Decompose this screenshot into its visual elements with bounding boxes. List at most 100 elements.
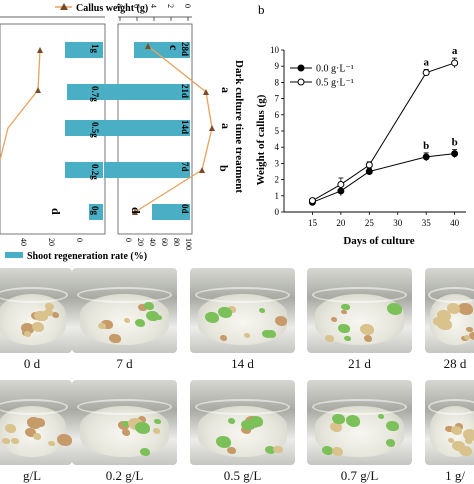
- callus-tissue: [462, 429, 474, 441]
- panel-b-xlabel: Days of culture: [343, 235, 414, 247]
- bottom-tick-label-right: 80: [172, 238, 181, 246]
- left-bar: [65, 120, 103, 136]
- right-sig-letter: b: [217, 165, 231, 172]
- b-data-point: [365, 168, 373, 175]
- right-line-marker: [203, 89, 209, 95]
- photo-caption: 1 g/: [445, 468, 465, 483]
- b-y-tick-label: 3: [275, 158, 280, 168]
- callus-tissue: [134, 319, 146, 328]
- callus-tissue: [324, 335, 334, 343]
- bottom-tick-label-right: 60: [160, 238, 169, 246]
- callus-tissue: [275, 316, 288, 326]
- culture-photo: [307, 380, 412, 465]
- b-x-tick-label: 25: [365, 218, 375, 228]
- b-y-tick-label: 6: [275, 110, 280, 120]
- b-data-point: [308, 197, 316, 205]
- b-y-tick-label: 9: [275, 61, 280, 71]
- b-y-tick-label: 5: [275, 126, 280, 136]
- callus-tissue: [20, 323, 35, 334]
- top-tick-label: 6: [132, 4, 141, 8]
- left-sig-letter: d: [49, 208, 63, 215]
- b-legend-label: 0.0 g·L⁻¹: [316, 64, 354, 75]
- callus-tissue: [220, 334, 228, 341]
- callus-tissue: [446, 302, 461, 314]
- bottom-tick-label-left: 40: [19, 238, 28, 246]
- callus-tissue: [262, 329, 273, 339]
- callus-tissue: [345, 415, 361, 427]
- panel-b-ylabel: Weight of callus (g): [255, 94, 267, 185]
- culture-photo: [190, 380, 295, 465]
- callus-tissue: [258, 307, 265, 313]
- b-x-tick-label: 20: [336, 218, 346, 228]
- callus-tissue: [26, 416, 42, 429]
- culture-photo: [307, 268, 412, 353]
- callus-tissue: [331, 446, 344, 456]
- bottom-tick-label-left: 0: [75, 238, 84, 242]
- top-tick-label: 0: [183, 4, 192, 8]
- callus-tissue: [215, 435, 231, 448]
- callus-tissue: [249, 416, 263, 427]
- left-bar: [67, 84, 103, 100]
- left-row-label: 0.7g: [90, 86, 100, 102]
- b-sig-letter: a: [452, 45, 458, 57]
- right-bar: [100, 84, 190, 100]
- callus-tissue: [124, 317, 131, 323]
- callus-tissue: [109, 333, 121, 343]
- right-line-marker: [209, 125, 215, 131]
- right-row-label: 21d: [180, 84, 190, 98]
- panel-b-line-chart: b 15 20 25 30 35 40 0 1 2 3 4 5 6 7 8 9 10 b b a a 0.0 g·L⁻…: [255, 2, 466, 247]
- callus-tissue: [137, 416, 147, 423]
- bottom-tick-label-right: 20: [136, 238, 145, 246]
- callus-tissue: [228, 418, 236, 424]
- right-line-marker: [145, 43, 151, 49]
- callus-tissue: [470, 431, 474, 442]
- left-row-label: 0.2g: [90, 164, 100, 180]
- b-sig-letter: a: [423, 56, 429, 68]
- callus-tissue: [344, 335, 351, 341]
- callus-tissue: [387, 302, 402, 315]
- callus-tissue: [32, 433, 41, 440]
- b-sig-letter: b: [423, 140, 429, 152]
- callus-tissue: [360, 323, 374, 335]
- b-data-point: [337, 180, 345, 188]
- callus-tissue: [44, 308, 54, 316]
- jar-rim: [77, 398, 172, 415]
- callus-tissue: [146, 311, 159, 322]
- bottom-tick-label-right: 100: [184, 238, 193, 250]
- b-data-point: [422, 153, 430, 161]
- callus-tissue: [338, 323, 351, 334]
- jar-rim: [312, 398, 407, 415]
- panel-b-series: b b a a: [308, 45, 459, 206]
- panel-b-letter: b: [258, 2, 265, 17]
- dark-culture-label: Dark culture time treatment: [233, 60, 245, 193]
- right-bars-group: [100, 42, 190, 220]
- photo-caption: 0 d: [23, 356, 41, 371]
- right-row-label: 7d: [180, 162, 190, 172]
- callus-tissue: [330, 422, 343, 432]
- callus-tissue: [34, 310, 48, 322]
- callus-tissue: [48, 440, 55, 446]
- callus-tissue: [341, 303, 350, 311]
- callus-tissue: [458, 303, 473, 315]
- culture-photo: [425, 380, 474, 465]
- photo-caption: 7 d: [116, 356, 133, 371]
- callus-tissue: [122, 420, 130, 428]
- callus-tissue: [57, 433, 72, 446]
- b-legend-label: 0.5 g·L⁻¹: [316, 78, 354, 89]
- photo-caption: 0.7 g/L: [340, 468, 379, 483]
- callus-tissue: [469, 331, 474, 341]
- jar-rim: [428, 286, 474, 303]
- culture-photo: [72, 380, 177, 465]
- b-legend-marker: [297, 64, 305, 72]
- callus-tissue: [363, 335, 373, 342]
- callus-tissue: [450, 426, 462, 435]
- callus-tissue: [155, 314, 162, 320]
- right-callus-line: [132, 43, 215, 215]
- left-row-label: 1g: [90, 44, 100, 54]
- callus-tissue: [445, 425, 454, 433]
- callus-tissue: [24, 428, 36, 437]
- right-line-marker: [132, 209, 138, 215]
- right-sig-letter: a: [219, 123, 233, 129]
- callus-tissue: [153, 418, 161, 425]
- callus-tissue: [144, 302, 155, 311]
